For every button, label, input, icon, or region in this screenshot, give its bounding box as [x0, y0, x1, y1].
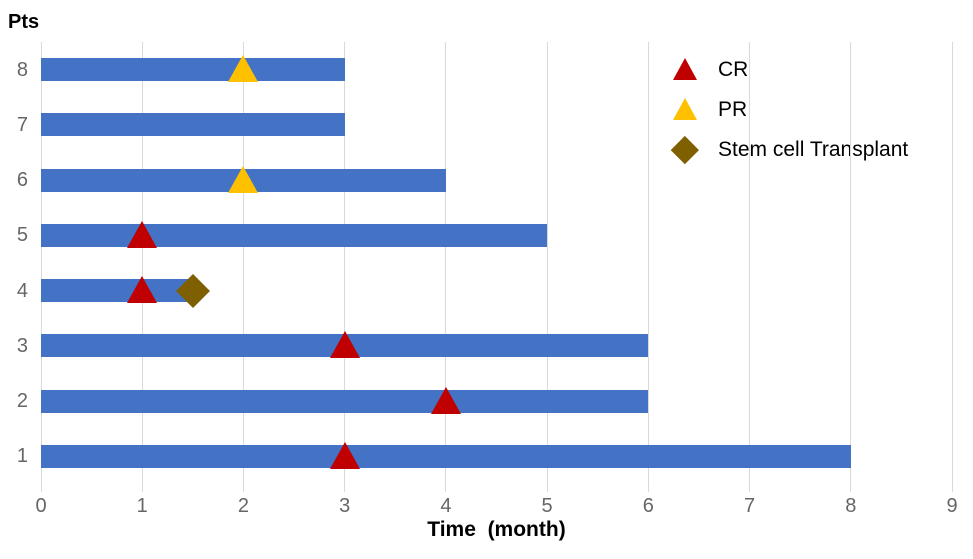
x-axis-tick	[40, 484, 42, 492]
legend-marker-cell	[668, 93, 702, 127]
gridline	[749, 42, 751, 484]
gridline	[141, 42, 143, 484]
gridline	[445, 42, 447, 484]
swimmer-bar	[41, 444, 851, 468]
y-axis-title: Pts	[8, 11, 40, 33]
gridline	[344, 42, 346, 484]
x-axis-tick	[242, 484, 244, 492]
swimmer-bar	[41, 389, 649, 413]
legend-sct-diamond-icon	[671, 136, 699, 164]
gridline	[546, 42, 548, 484]
x-tick-label: 0	[35, 495, 47, 517]
legend-item-sct: Stem cell Transplant	[668, 130, 908, 170]
y-tick-label: 4	[16, 279, 28, 302]
legend-cr-triangle-icon	[672, 57, 697, 80]
x-axis-title: Time (month)	[427, 518, 566, 541]
swimmer-bar	[41, 58, 345, 82]
x-tick-label: 3	[339, 495, 351, 517]
legend-label: Stem cell Transplant	[718, 138, 909, 161]
y-tick-label: 1	[16, 445, 28, 468]
cr-marker-triangle-icon	[127, 220, 158, 248]
x-axis-tick	[141, 484, 143, 492]
x-axis-tick	[749, 484, 751, 492]
x-tick-label: 2	[237, 495, 249, 517]
cr-marker-triangle-icon	[430, 386, 461, 414]
legend-item-cr: CR	[668, 50, 908, 90]
y-tick-label: 2	[16, 390, 28, 413]
x-tick-label: 9	[946, 495, 958, 517]
y-tick-label: 8	[16, 58, 28, 81]
x-tick-label: 8	[845, 495, 857, 517]
x-tick-label: 7	[743, 495, 756, 517]
x-tick-label: 1	[136, 495, 148, 517]
y-tick-label: 5	[16, 224, 28, 247]
cr-marker-triangle-icon	[127, 276, 158, 304]
y-tick-label: 7	[16, 113, 28, 136]
x-tick-label: 4	[440, 495, 452, 517]
cr-marker-triangle-icon	[329, 441, 360, 469]
gridline	[242, 42, 244, 484]
x-tick-label: 6	[642, 495, 654, 517]
pr-marker-triangle-icon	[228, 55, 259, 83]
legend-marker-cell	[668, 133, 702, 167]
x-axis-tick	[445, 484, 447, 492]
x-axis-tick	[850, 484, 852, 492]
x-axis-tick	[647, 484, 649, 492]
legend-pr-triangle-icon	[672, 97, 697, 120]
x-axis-tick	[546, 484, 548, 492]
legend-item-pr: PR	[668, 90, 908, 130]
gridline	[951, 42, 953, 484]
gridline	[850, 42, 852, 484]
legend: CR PR Stem cell Transplant	[668, 50, 908, 170]
legend-marker-cell	[668, 53, 702, 87]
swimmer-bar	[41, 223, 548, 247]
pr-marker-triangle-icon	[228, 165, 259, 193]
swimmer-bar	[41, 113, 345, 137]
x-tick-label: 5	[541, 495, 553, 517]
gridline	[40, 42, 42, 484]
legend-label: PR	[718, 98, 748, 121]
x-axis-tick	[344, 484, 346, 492]
y-tick-label: 3	[16, 334, 28, 357]
legend-label: CR	[718, 58, 749, 81]
x-axis-tick	[951, 484, 953, 492]
y-tick-label: 6	[16, 169, 28, 192]
swimmer-bar	[41, 279, 193, 303]
gridline	[647, 42, 649, 484]
cr-marker-triangle-icon	[329, 331, 360, 359]
